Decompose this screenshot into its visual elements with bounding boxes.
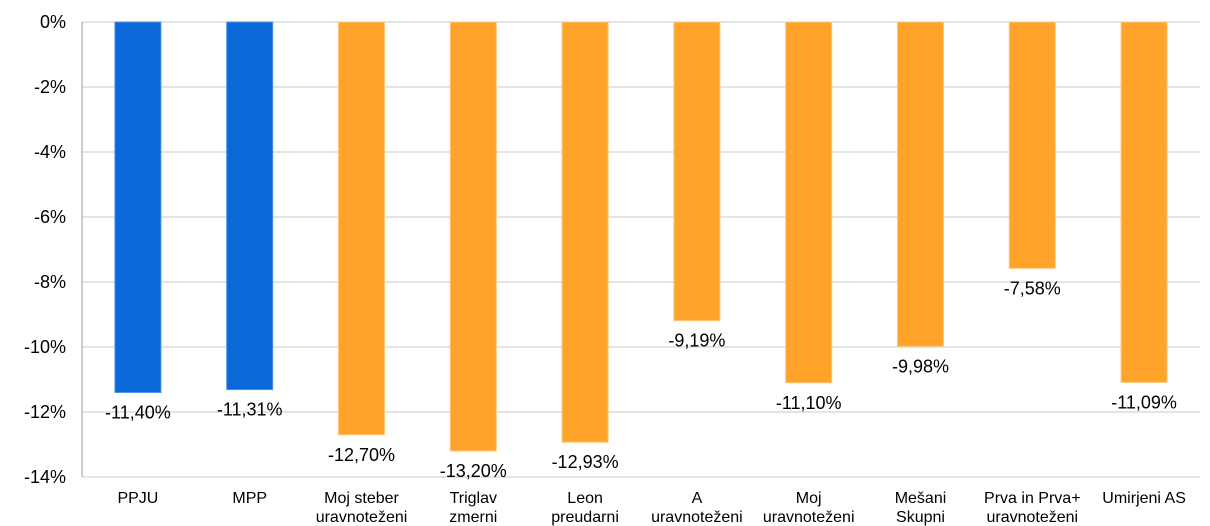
category-label-line: Umirjeni AS: [1102, 490, 1186, 507]
category-label-line: MPP: [232, 490, 267, 507]
bar: [226, 21, 274, 391]
category-label: Prva in Prva+ uravnoteženi: [984, 490, 1080, 526]
y-tick-label: -14%: [24, 467, 66, 487]
bar: [561, 21, 609, 443]
y-tick-label: -6%: [34, 207, 66, 227]
category-label: Moj steber uravnoteženi: [316, 490, 408, 526]
y-axis-tick-labels: 0% -2% -4% -6% -8% -10% -12% -14%: [24, 12, 66, 487]
category-label: PPJU: [117, 490, 158, 507]
bar: [114, 21, 162, 393]
data-label: -7,58%: [1004, 278, 1061, 298]
category-label-line: uravnoteženi: [651, 509, 743, 526]
bar: [897, 21, 944, 347]
data-label: -9,98%: [892, 356, 949, 376]
y-tick-label: -4%: [34, 142, 66, 162]
category-label-line: Prva in Prva+: [984, 490, 1080, 507]
data-label: -11,31%: [217, 400, 283, 420]
category-label-line: uravnoteženi: [763, 509, 855, 526]
category-label-line: Triglav: [450, 490, 497, 507]
bar: [1120, 21, 1168, 383]
category-label-line: Mešani: [895, 490, 947, 507]
bar: [673, 21, 721, 322]
bar: [1008, 21, 1056, 269]
data-label: -12,93%: [552, 452, 619, 472]
bars: [114, 21, 1168, 452]
category-label-line: preudarni: [551, 509, 619, 526]
y-tick-label: -10%: [24, 337, 66, 357]
x-axis-category-labels: PPJU MPP Moj steber uravnoteženi Triglav zmer…: [117, 490, 1185, 526]
category-label: Mešani Skupni: [895, 490, 947, 526]
data-label: -9,19%: [668, 331, 725, 351]
data-label: -11,40%: [105, 403, 171, 423]
category-label-line: Moj steber: [324, 490, 399, 507]
category-label-line: zmerni: [449, 509, 497, 526]
category-label-line: PPJU: [117, 490, 158, 507]
data-labels: -11,40% -11,31% -12,70% -13,20% -12,93% -9,19…: [105, 278, 1177, 481]
data-label: -11,10%: [776, 393, 842, 413]
category-label-line: Moj: [796, 490, 822, 507]
category-label: Triglav zmerni: [449, 490, 497, 526]
y-tick-label: -12%: [24, 402, 66, 422]
data-label: -11,09%: [1111, 392, 1177, 412]
category-label: Moj uravnoteženi: [763, 490, 855, 526]
category-label-line: A: [692, 490, 703, 507]
bar: [785, 21, 833, 384]
category-label-line: Skupni: [896, 509, 945, 526]
category-label-line: uravnoteženi: [316, 509, 408, 526]
data-label: -12,70%: [328, 445, 395, 465]
category-label: Umirjeni AS: [1102, 490, 1186, 507]
category-label: MPP: [232, 490, 267, 507]
category-label-line: uravnoteženi: [986, 509, 1078, 526]
category-label: Leon preudarni: [551, 490, 619, 526]
data-label: -13,20%: [440, 461, 507, 481]
category-label-line: Leon: [567, 490, 603, 507]
y-tick-label: -8%: [34, 272, 66, 292]
bar: [338, 21, 385, 436]
y-tick-label: -2%: [34, 77, 66, 97]
y-tick-label: 0%: [40, 12, 66, 32]
bar: [449, 21, 497, 452]
